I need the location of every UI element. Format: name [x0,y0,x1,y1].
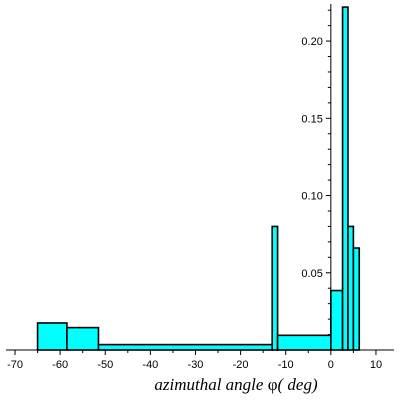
x-axis-title: azimuthal angle φ( deg) [154,375,318,394]
axes-layer [6,4,394,351]
x-tick-label: -70 [7,359,23,371]
x-tick-label: -40 [142,359,158,371]
bars-layer [36,6,361,351]
x-axis-title-unit: ( deg) [278,375,318,394]
histogram-bar-2 [97,343,273,351]
x-tick-label: 0 [328,359,334,371]
histogram-bar-1 [66,326,100,351]
x-tick-label: -30 [188,359,204,371]
histogram-bar-8 [352,247,361,351]
x-tick-label: -50 [97,359,113,371]
histogram-bar-0 [36,322,68,351]
y-tick-label: 0.15 [301,113,322,125]
histogram-bar-5 [330,289,344,351]
histogram-bar-7 [347,225,355,351]
x-tick-label: -20 [233,359,249,371]
y-tick-label: 0.05 [301,268,322,280]
histogram-bar-4 [276,334,332,351]
x-axis-title-symbol: φ [268,375,278,394]
x-axis-title-text: azimuthal angle [154,375,267,394]
y-tick-label: 0.20 [301,36,322,48]
x-tick-label: -60 [52,359,68,371]
x-tick-label: 10 [370,359,382,371]
histogram-bar-3 [271,225,279,351]
x-tick-label: -10 [278,359,294,371]
y-tick-label: 0.10 [301,191,322,203]
ticks-layer: -70 -60 -50 -40 -30 -20 -10 0 10 0.05 0.10 0.15 0.20 [7,9,382,371]
histogram-bar-6 [341,6,349,351]
